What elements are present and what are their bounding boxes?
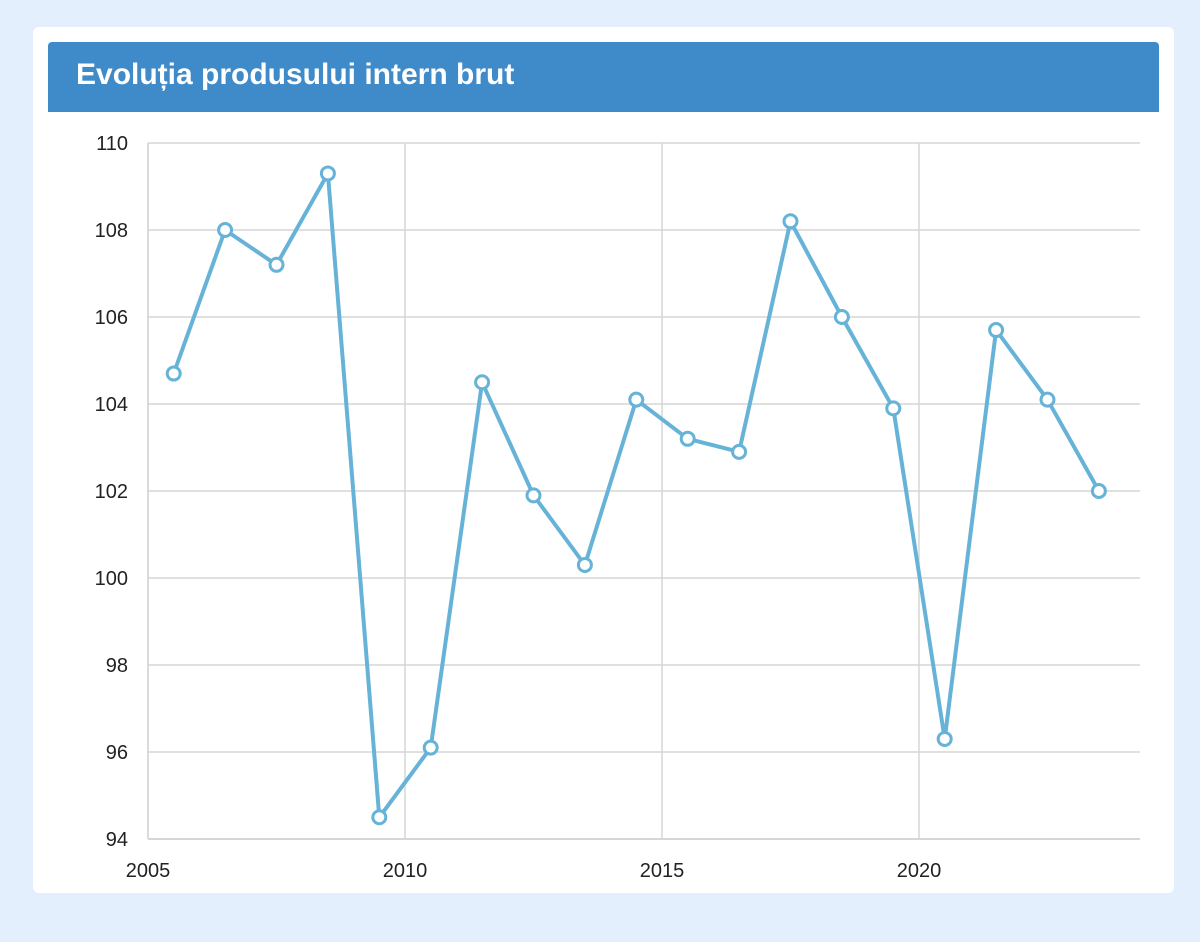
chart-header: Evoluția produsului intern brut xyxy=(48,42,1159,112)
x-tick-labels: 2005 2010 2015 2020 xyxy=(126,860,941,882)
y-tick-label: 110 xyxy=(96,133,128,155)
data-point xyxy=(833,309,850,325)
data-point xyxy=(525,487,542,504)
data-point xyxy=(782,213,799,230)
y-tick-label: 104 xyxy=(95,394,128,416)
data-point xyxy=(268,256,285,273)
data-point xyxy=(628,391,645,408)
data-point xyxy=(576,556,593,573)
data-point xyxy=(319,165,336,182)
chart-title: Evoluția produsului intern brut xyxy=(76,58,515,91)
data-point xyxy=(371,809,388,826)
y-tick-labels: 94 96 98 100 102 104 106 108 110 xyxy=(95,133,128,851)
y-tick-label: 98 xyxy=(106,655,128,677)
grid xyxy=(148,142,1140,840)
x-tick-label: 2020 xyxy=(897,860,942,882)
series xyxy=(165,165,1107,826)
x-tick-label: 2015 xyxy=(640,860,685,882)
chart-card xyxy=(33,27,1174,893)
axes xyxy=(147,143,1140,840)
data-point xyxy=(885,400,902,417)
y-tick-label: 94 xyxy=(106,829,128,851)
data-point xyxy=(474,374,491,391)
data-point xyxy=(679,430,696,447)
x-tick-label: 2005 xyxy=(126,860,171,882)
data-point xyxy=(1090,483,1107,499)
x-tick-label: 2010 xyxy=(383,860,428,882)
data-point xyxy=(936,730,953,747)
y-tick-label: 108 xyxy=(95,220,128,242)
data-point xyxy=(217,222,234,238)
data-point xyxy=(422,739,439,756)
y-tick-label: 102 xyxy=(95,481,128,503)
data-point xyxy=(1039,391,1056,408)
series-line xyxy=(171,171,1101,820)
y-tick-label: 100 xyxy=(95,568,128,590)
y-tick-label: 106 xyxy=(95,307,128,329)
data-point xyxy=(165,365,182,382)
data-point xyxy=(731,443,748,460)
data-point xyxy=(988,322,1005,339)
y-tick-label: 96 xyxy=(106,742,128,764)
